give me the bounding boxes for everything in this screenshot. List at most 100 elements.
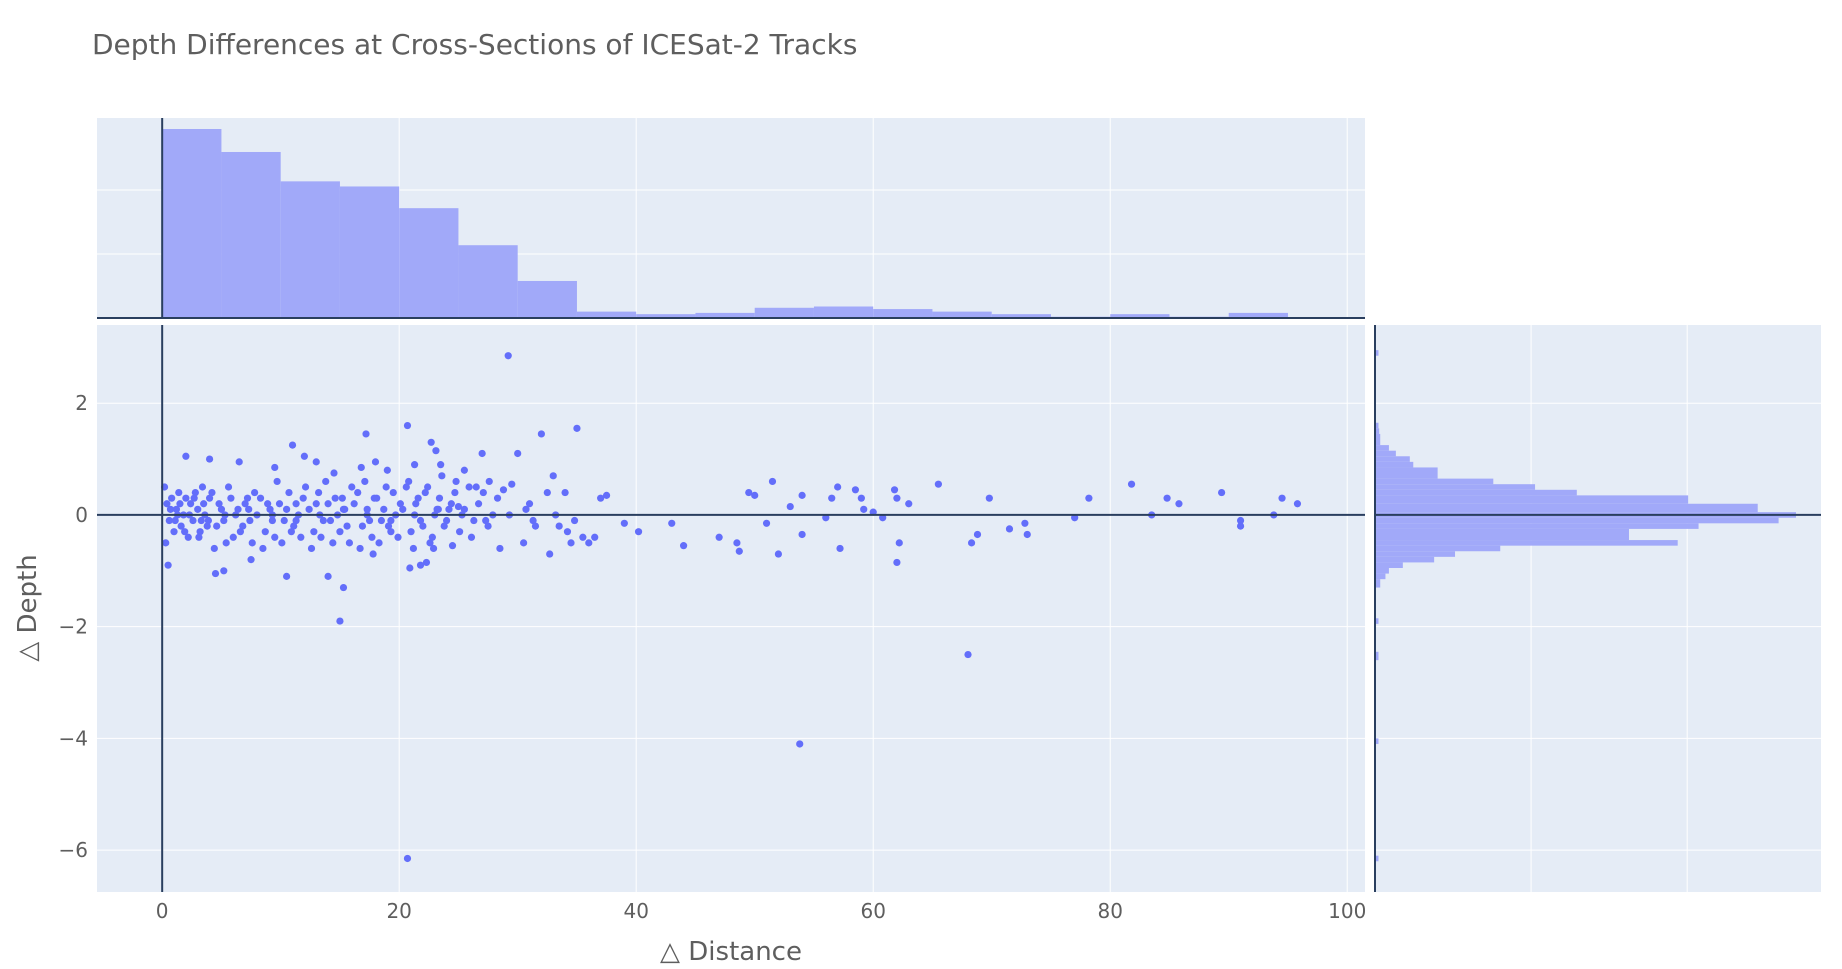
scatter-point [522,505,530,513]
x-tick-label: 20 [386,899,411,923]
scatter-point [504,352,512,360]
scatter-point [405,477,413,486]
y-tick-label: 0 [75,503,88,527]
scatter-point [336,617,344,625]
y-histogram-bar [1375,456,1410,462]
scatter-point [247,556,255,564]
zero-lines [97,118,1821,892]
scatter-point [798,491,806,499]
scatter-point [591,533,599,541]
scatter-point [1236,522,1245,530]
scatter-point [182,452,190,460]
scatter-point [460,466,468,474]
scatter-point [387,528,395,536]
scatter-point [546,550,554,558]
scatter-point [437,461,445,469]
scatter-point [508,480,516,488]
scatter-point [307,544,316,553]
y-histogram-bar [1375,738,1379,744]
scatter-point [1293,500,1302,508]
scatter-point [735,547,743,555]
scatter-point [241,500,249,508]
scatter-point [399,505,407,513]
y-histogram-bar [1375,568,1389,574]
scatter-point [1163,494,1171,502]
scatter-point [236,528,244,536]
scatter-point [280,516,288,525]
scatter-point [203,522,211,530]
scatter-point [297,533,305,541]
scatter-point [354,488,362,497]
scatter-point [168,494,176,502]
y-histogram-bar [1375,422,1379,429]
scatter-point [189,516,197,525]
scatter-point [278,539,286,547]
scatter-point [329,539,337,547]
y-histogram-bar [1375,579,1381,588]
scatter-point [563,528,572,536]
scatter-point [261,528,269,536]
scatter-point [324,500,332,508]
scatter-point [537,430,545,438]
scatter-point [200,500,208,508]
x-histogram-bar [339,186,400,318]
y-histogram-bar [1375,445,1389,451]
scatter-point [273,477,281,486]
y-histogram-bar [1375,503,1758,513]
scatter-point [194,505,202,513]
scatter-point [442,516,451,525]
x-histogram-bar [576,311,637,318]
scatter-point [394,533,402,541]
scatter-point [213,522,221,530]
scatter-point [205,455,214,463]
scatter-point [964,650,972,659]
y-histogram-bar [1375,495,1689,504]
scatter-point [387,516,395,525]
scatter-point [287,528,295,536]
scatter-point [198,483,207,491]
scatter-point [428,533,436,541]
scatter-point [210,544,218,553]
scatter-point [485,477,493,486]
scatter-point [751,491,759,499]
scatter-point [484,522,492,530]
scatter-point [451,488,459,497]
scatter-point [836,544,844,553]
scatter-point [197,516,205,525]
scatter-point [190,494,198,502]
y-histogram-bar [1375,461,1414,468]
scatter-point [246,516,254,525]
scatter-point [905,500,913,508]
y-histogram-bar [1375,651,1379,661]
scatter-point [229,533,237,541]
x-histogram-bar [813,306,874,318]
scatter-point [382,483,390,491]
x-histogram-bar [399,208,459,318]
scatter-point [454,502,463,511]
scatter-point [467,533,476,541]
scatter-point [493,494,502,502]
scatter-point [375,539,383,547]
x-histogram-bar [754,307,814,318]
scatter-point [312,500,320,508]
scatter-point [1023,530,1031,539]
scatter-point [1085,494,1093,502]
x-axis-title: △ Distance [660,937,802,967]
y-tick-label: −6 [59,838,88,862]
x-histogram-bar [991,314,1051,318]
scatter-point [496,544,504,553]
scatter-point [435,494,444,502]
scatter-point [402,483,410,491]
scatter-point [383,466,391,474]
scatter-point [336,528,344,536]
x-histogram-bar [517,280,577,318]
x-histogram-bar [1110,314,1170,318]
scatter-point [324,572,332,580]
scatter-point [409,544,418,553]
x-marginal-histogram [162,129,1288,318]
scatter-point [573,424,581,432]
scatter-point [196,528,204,536]
scatter-point [448,542,457,550]
scatter-point [191,488,199,497]
